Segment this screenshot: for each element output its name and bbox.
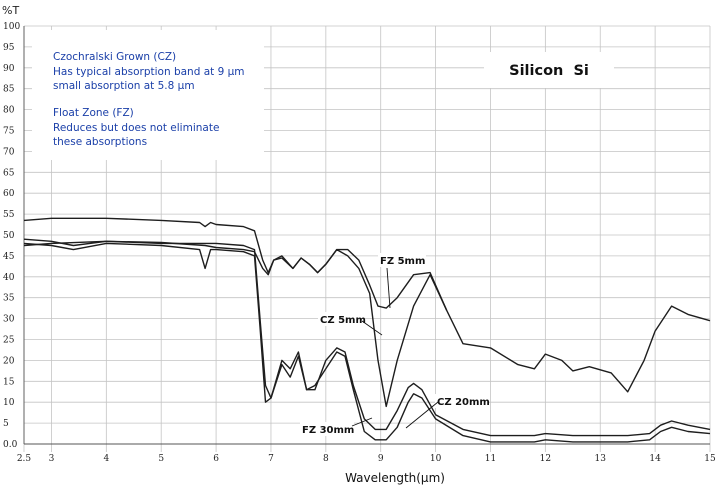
- annotation-cz-20mm: CZ 20mm: [437, 397, 490, 408]
- note-fz-line-2: these absorptions: [53, 136, 147, 148]
- y-tick-label: 35: [3, 294, 15, 304]
- y-tick-label: 80: [3, 106, 15, 116]
- x-tick-label: 7: [268, 454, 274, 464]
- annotation-fz-30mm: FZ 30mm: [302, 425, 354, 436]
- y-tick-label: 100: [3, 22, 20, 32]
- series-line-cz-20mm: [23, 238, 711, 443]
- y-tick-labels: 100 95 90 85 80 75 70 65 60 55 50 45 40 35 30 25 20 15 10 5…: [3, 22, 20, 450]
- series-line-fz-30mm: [23, 242, 711, 437]
- x-tick-label: 10: [430, 454, 442, 464]
- y-tick-label: 60: [3, 189, 15, 199]
- y-tick-label: 55: [3, 210, 15, 220]
- chart-title: Silicon Si: [509, 63, 589, 79]
- arrow-cz-5mm: [361, 320, 383, 336]
- x-tick-labels: 2.5 3 4 5 6 7 8 9 10 11 12 13 14 15: [17, 454, 716, 464]
- annotation-bg-cz-5mm: [318, 312, 362, 326]
- y-tick-label: 40: [3, 273, 15, 283]
- y-tick-label: 15: [3, 377, 15, 387]
- x-axis-label: Wavelength(µm): [345, 471, 445, 485]
- arrow-fz-5mm: [386, 267, 391, 309]
- y-tick-label: 95: [3, 43, 15, 53]
- y-tick-label: 85: [3, 85, 15, 95]
- note-cz-line-2: small absorption at 5.8 µm: [53, 80, 195, 92]
- x-tick-label: 15: [704, 454, 716, 464]
- x-tick-label: 3: [49, 454, 55, 464]
- y-tick-label: 70: [3, 147, 15, 157]
- arrow-cz-20mm: [405, 401, 439, 429]
- annotation-bg-fz-5mm: [378, 253, 426, 267]
- y-tick-label: 20: [3, 356, 15, 366]
- y-tick-label: 45: [3, 252, 15, 262]
- y-axis-label: %T: [2, 4, 19, 17]
- x-tick-label: 4: [103, 454, 109, 464]
- x-tick-label: 2.5: [17, 454, 32, 464]
- y-tick-label: 30: [3, 315, 15, 325]
- arrow-fz-30mm: [351, 417, 373, 427]
- y-tick-label: 25: [3, 336, 15, 346]
- annotation-fz-5mm: FZ 5mm: [380, 256, 425, 267]
- note-cz-heading: Czochralski Grown (CZ): [53, 51, 176, 63]
- series-lines: [23, 217, 711, 443]
- series-line-fz-5mm: [23, 240, 711, 393]
- y-tick-label: 50: [3, 231, 15, 241]
- series-line-cz-5mm: [23, 217, 448, 408]
- note-fz-heading: Float Zone (FZ): [53, 107, 134, 119]
- y-tick-label: 75: [3, 127, 15, 137]
- note-cz-line-1: Has typical absorption band at 9 µm: [53, 66, 245, 78]
- x-tick-label: 11: [485, 454, 496, 464]
- x-tick-label: 14: [649, 454, 661, 464]
- annotation-cz-5mm: CZ 5mm: [320, 315, 366, 326]
- y-tick-label: 65: [3, 168, 15, 178]
- x-tick-label: 5: [158, 454, 164, 464]
- notes-box: [32, 30, 264, 160]
- title-box: [484, 52, 614, 88]
- y-tick-label: 90: [3, 64, 15, 74]
- x-tick-label: 8: [323, 454, 329, 464]
- annotation-bg-cz-20mm: [435, 394, 489, 408]
- y-tick-label: 0.0: [3, 440, 18, 450]
- x-tick-label: 13: [595, 454, 607, 464]
- x-tick-label: 6: [213, 454, 219, 464]
- x-tick-label: 12: [540, 454, 551, 464]
- y-tick-label: 10: [3, 398, 15, 408]
- annotation-bg-fz-30mm: [300, 422, 354, 436]
- y-tick-label: 5: [3, 419, 9, 429]
- x-tick-label: 9: [378, 454, 384, 464]
- note-fz-line-1: Reduces but does not eliminate: [53, 122, 219, 134]
